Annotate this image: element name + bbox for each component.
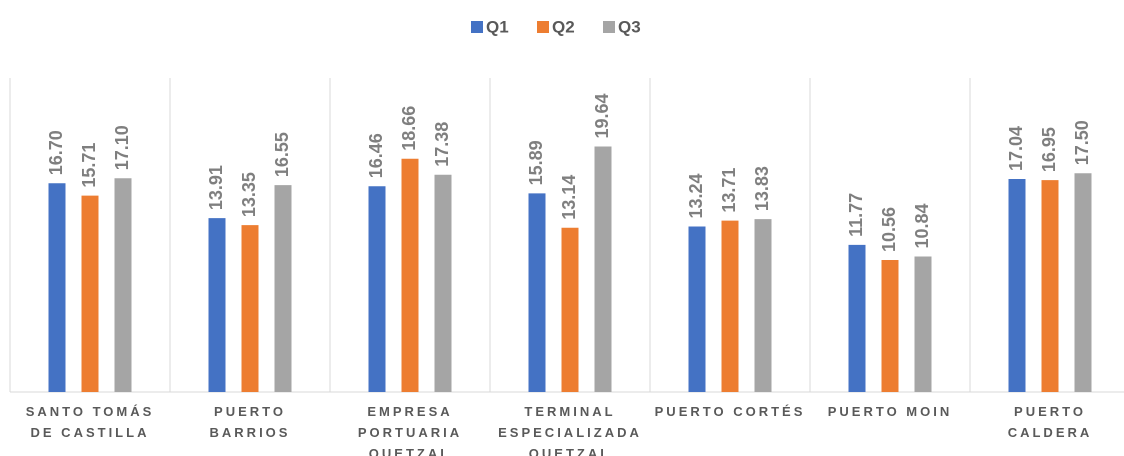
- bar: [1008, 179, 1026, 392]
- data-label: 13.91: [206, 165, 226, 210]
- x-tick-label: SANTO TOMÁS DE CASTILLA: [25, 404, 155, 440]
- data-label: 10.56: [879, 207, 899, 252]
- data-label: 16.95: [1039, 127, 1059, 172]
- data-label: 19.64: [592, 93, 612, 138]
- bar: [848, 244, 866, 392]
- x-tick-label: PUERTO BARRIOS: [209, 404, 291, 440]
- bar: [208, 218, 226, 392]
- data-label: 17.10: [112, 125, 132, 170]
- bar: [48, 183, 66, 392]
- data-label: 11.77: [846, 193, 866, 237]
- x-tick-label: PUERTO CALDERA: [1007, 404, 1093, 440]
- legend-label: Q3: [618, 17, 641, 36]
- bar: [754, 219, 772, 392]
- legend-swatch: [537, 21, 549, 33]
- x-tick-label: TERMINAL ESPECIALIZADA QUETZAL: [498, 404, 642, 456]
- bar: [1041, 180, 1059, 392]
- data-label: 13.71: [719, 168, 739, 213]
- legend-label: Q2: [552, 17, 575, 36]
- bar: [81, 195, 99, 392]
- bar: [914, 256, 932, 392]
- data-label: 16.55: [272, 132, 292, 177]
- bar: [881, 260, 899, 392]
- bar: [368, 186, 386, 392]
- x-tick-label: EMPRESA PORTUARIA QUETZAL: [357, 404, 463, 456]
- bar: [241, 225, 259, 392]
- bar: [434, 174, 452, 392]
- data-label: 13.14: [559, 175, 579, 220]
- data-label: 17.38: [432, 122, 452, 167]
- bar: [528, 193, 546, 392]
- bar: [688, 226, 706, 392]
- data-label: 13.83: [752, 166, 772, 211]
- legend-swatch: [471, 21, 483, 33]
- data-label: 15.71: [79, 143, 99, 188]
- data-label: 17.04: [1006, 126, 1026, 171]
- x-tick-label: PUERTO MOIN: [827, 404, 953, 419]
- bar: [401, 158, 419, 392]
- x-tick-label: PUERTO CORTÉS: [654, 404, 806, 419]
- bar: [561, 227, 579, 392]
- data-label: 16.70: [46, 130, 66, 175]
- legend-label: Q1: [486, 17, 509, 36]
- legend-swatch: [603, 21, 615, 33]
- data-label: 16.46: [366, 133, 386, 178]
- data-label: 13.35: [239, 172, 259, 217]
- data-label: 17.50: [1072, 120, 1092, 165]
- data-label: 15.89: [526, 140, 546, 185]
- bar: [114, 178, 132, 392]
- bar: [1074, 173, 1092, 392]
- bar: [274, 185, 292, 392]
- bar: [721, 220, 739, 392]
- bar: [594, 146, 612, 392]
- data-label: 13.24: [686, 173, 706, 218]
- data-label: 10.84: [912, 203, 932, 248]
- data-label: 18.66: [399, 106, 419, 151]
